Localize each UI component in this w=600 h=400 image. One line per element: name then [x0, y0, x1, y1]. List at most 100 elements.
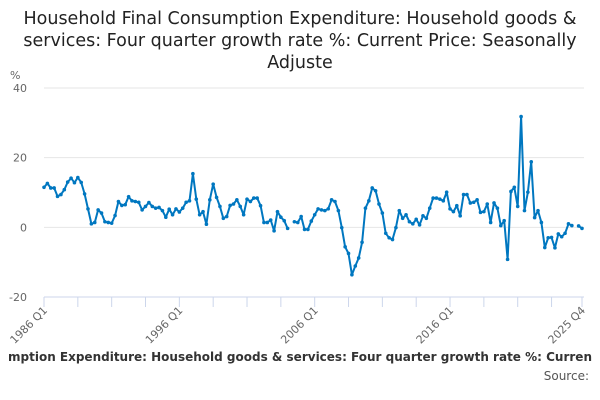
data-point — [238, 204, 243, 209]
data-point — [509, 189, 513, 194]
data-point — [235, 198, 239, 202]
data-point — [231, 202, 236, 206]
data-point — [241, 212, 246, 217]
y-tick-label: 40 — [13, 82, 27, 95]
data-point — [123, 202, 128, 207]
data-point — [495, 206, 500, 210]
chart-title: Household Final Consumption Expenditure:… — [23, 9, 577, 73]
data-point — [255, 196, 259, 200]
data-point — [211, 182, 215, 186]
data-point — [323, 208, 327, 213]
data-point — [306, 227, 310, 232]
data-point — [370, 186, 375, 190]
data-point — [295, 220, 300, 225]
data-point — [400, 216, 405, 221]
data-point — [532, 215, 537, 220]
x-axis: 1986 Q1 1996 Q1 2006 Q1 2016 Q1 2025 Q4 — [8, 296, 589, 347]
series-line — [42, 114, 584, 277]
data-point — [164, 215, 168, 220]
data-point — [120, 203, 124, 208]
data-point — [360, 240, 364, 245]
data-point — [201, 209, 205, 214]
y-tick-label: 20 — [13, 152, 27, 165]
data-point — [458, 214, 462, 218]
data-point — [407, 219, 412, 224]
data-point — [451, 209, 456, 214]
data-point — [197, 212, 202, 217]
data-point — [542, 245, 547, 250]
x-tick-label: 1996 Q1 — [143, 304, 186, 347]
data-point — [319, 208, 324, 212]
data-point — [76, 175, 80, 180]
data-point — [438, 197, 442, 201]
data-point — [441, 199, 446, 203]
data-point — [59, 192, 63, 197]
data-point — [434, 196, 439, 200]
data-point — [177, 210, 182, 214]
data-point — [170, 212, 175, 217]
data-point — [143, 204, 148, 209]
data-point — [346, 251, 351, 256]
data-point — [316, 207, 320, 211]
data-point — [191, 171, 195, 176]
data-point — [580, 226, 584, 231]
data-point — [48, 186, 53, 190]
data-point — [194, 197, 199, 201]
data-point — [52, 186, 56, 190]
source-label: Source: — [543, 369, 589, 383]
data-point — [559, 234, 564, 239]
data-point — [140, 208, 144, 212]
data-point — [478, 210, 483, 215]
data-point — [174, 207, 178, 211]
data-point — [566, 222, 571, 226]
data-point — [417, 223, 422, 227]
data-point — [285, 226, 290, 231]
data-point — [79, 180, 84, 185]
data-point — [109, 221, 114, 225]
y-axis: -20 0 20 40 — [9, 82, 27, 304]
data-point — [312, 212, 317, 217]
data-point — [282, 218, 287, 223]
data-point — [539, 220, 544, 225]
data-point — [411, 222, 415, 226]
data-point — [275, 209, 280, 214]
x-tick-label: 2025 Q4 — [546, 304, 589, 347]
data-point — [482, 209, 486, 214]
data-point — [390, 237, 395, 242]
data-point — [367, 199, 371, 203]
data-point — [224, 214, 229, 219]
data-point — [336, 208, 341, 213]
data-point — [207, 198, 212, 202]
data-point — [251, 196, 256, 200]
data-point — [455, 203, 459, 208]
data-point — [394, 225, 398, 230]
data-point — [549, 235, 554, 240]
data-point — [431, 196, 435, 200]
data-point — [221, 216, 226, 221]
data-point — [147, 200, 151, 205]
data-point — [258, 203, 263, 208]
data-point — [218, 204, 222, 209]
data-point — [103, 219, 107, 224]
data-point — [86, 207, 90, 211]
data-point — [380, 211, 385, 215]
data-point — [82, 192, 87, 196]
data-point — [248, 199, 253, 204]
data-point — [427, 206, 432, 210]
data-point — [167, 207, 171, 212]
data-point — [187, 199, 192, 203]
data-point — [498, 223, 503, 228]
data-point — [343, 245, 347, 249]
data-point — [65, 180, 70, 184]
data-point — [339, 225, 344, 230]
data-point — [448, 207, 452, 211]
data-point — [309, 219, 314, 223]
y-tick-label: 0 — [20, 221, 27, 234]
data-point — [329, 198, 334, 202]
x-tick-label: 2006 Q1 — [278, 304, 321, 347]
legend-item[interactable]: mption Expenditure: Household goods & se… — [8, 350, 592, 364]
data-point — [62, 187, 67, 192]
data-point — [536, 208, 540, 213]
data-point — [468, 201, 473, 205]
